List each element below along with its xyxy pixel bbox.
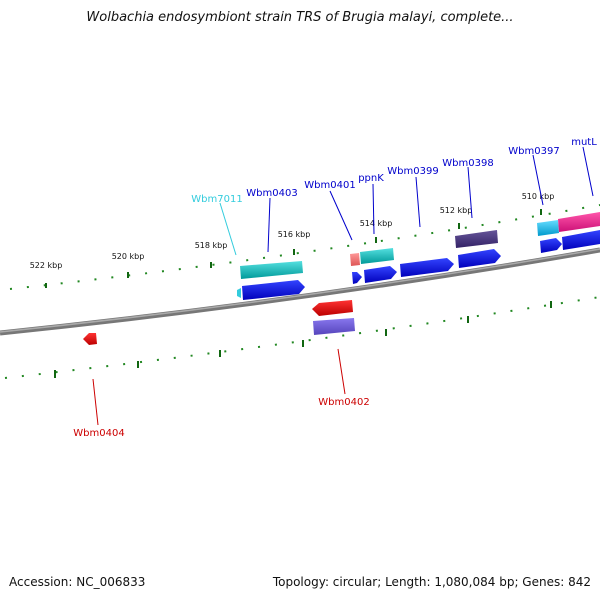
tick-label-516: 516 kbp xyxy=(278,230,311,239)
gene-arrow-wbm7011[interactable] xyxy=(237,288,241,298)
major-ticks xyxy=(45,209,552,378)
gene-label-wbm0403[interactable]: Wbm0403 xyxy=(246,188,297,199)
feature-bar[interactable] xyxy=(537,220,559,236)
feature-bar[interactable] xyxy=(558,212,600,232)
gene-label-wbm0399[interactable]: Wbm0399 xyxy=(387,166,438,177)
gene-arrow-wbm0402[interactable] xyxy=(312,300,353,316)
gene-arrow-wbm0403[interactable] xyxy=(242,280,305,300)
tick-label-522: 522 kbp xyxy=(30,261,63,270)
genome-backbone-highlight xyxy=(0,248,600,333)
gene-arrow-wbm0398[interactable] xyxy=(458,249,501,268)
gene-label-ppnk[interactable]: ppnK xyxy=(358,173,384,184)
tick-label-514: 514 kbp xyxy=(360,219,393,228)
gene-label-wbm0398[interactable]: Wbm0398 xyxy=(442,158,493,169)
genome-backbone xyxy=(0,247,600,336)
gene-arrow-ppnk[interactable] xyxy=(364,266,397,283)
tick-track-upper xyxy=(9,204,600,290)
gene-label-wbm0401[interactable]: Wbm0401 xyxy=(304,180,355,191)
feature-bar[interactable] xyxy=(240,261,303,279)
leader-lines xyxy=(92,146,594,426)
gene-arrow-wbm0404[interactable] xyxy=(83,333,97,345)
feature-bar[interactable] xyxy=(455,230,498,248)
tick-label-518: 518 kbp xyxy=(195,241,228,250)
gene-arrow-wbm0399[interactable] xyxy=(400,258,454,277)
map-title: Wolbachia endosymbiont strain TRS of Bru… xyxy=(86,10,514,25)
gene-label-wbm7011[interactable]: Wbm7011 xyxy=(191,194,242,205)
gene-label-wbm0402[interactable]: Wbm0402 xyxy=(318,397,369,408)
feature-bar[interactable] xyxy=(350,253,360,266)
gene-arrow-wbm0397[interactable] xyxy=(540,238,562,253)
tick-label-512: 512 kbp xyxy=(440,206,473,215)
accession-text: Accession: NC_006833 xyxy=(9,575,146,589)
gene-label-wbm0404[interactable]: Wbm0404 xyxy=(73,428,124,439)
gene-arrow-wbm0401[interactable] xyxy=(352,272,362,284)
feature-bar[interactable] xyxy=(313,318,355,335)
feature-bar[interactable] xyxy=(360,248,394,264)
tick-label-510: 510 kbp xyxy=(522,192,555,201)
gene-label-wbm0397[interactable]: Wbm0397 xyxy=(508,146,559,157)
gene-arrow-mutl[interactable] xyxy=(562,230,600,250)
tick-label-520: 520 kbp xyxy=(112,252,145,261)
genome-summary-text: Topology: circular; Length: 1,080,084 bp… xyxy=(272,575,591,589)
gene-label-mutl[interactable]: mutL xyxy=(571,137,597,148)
